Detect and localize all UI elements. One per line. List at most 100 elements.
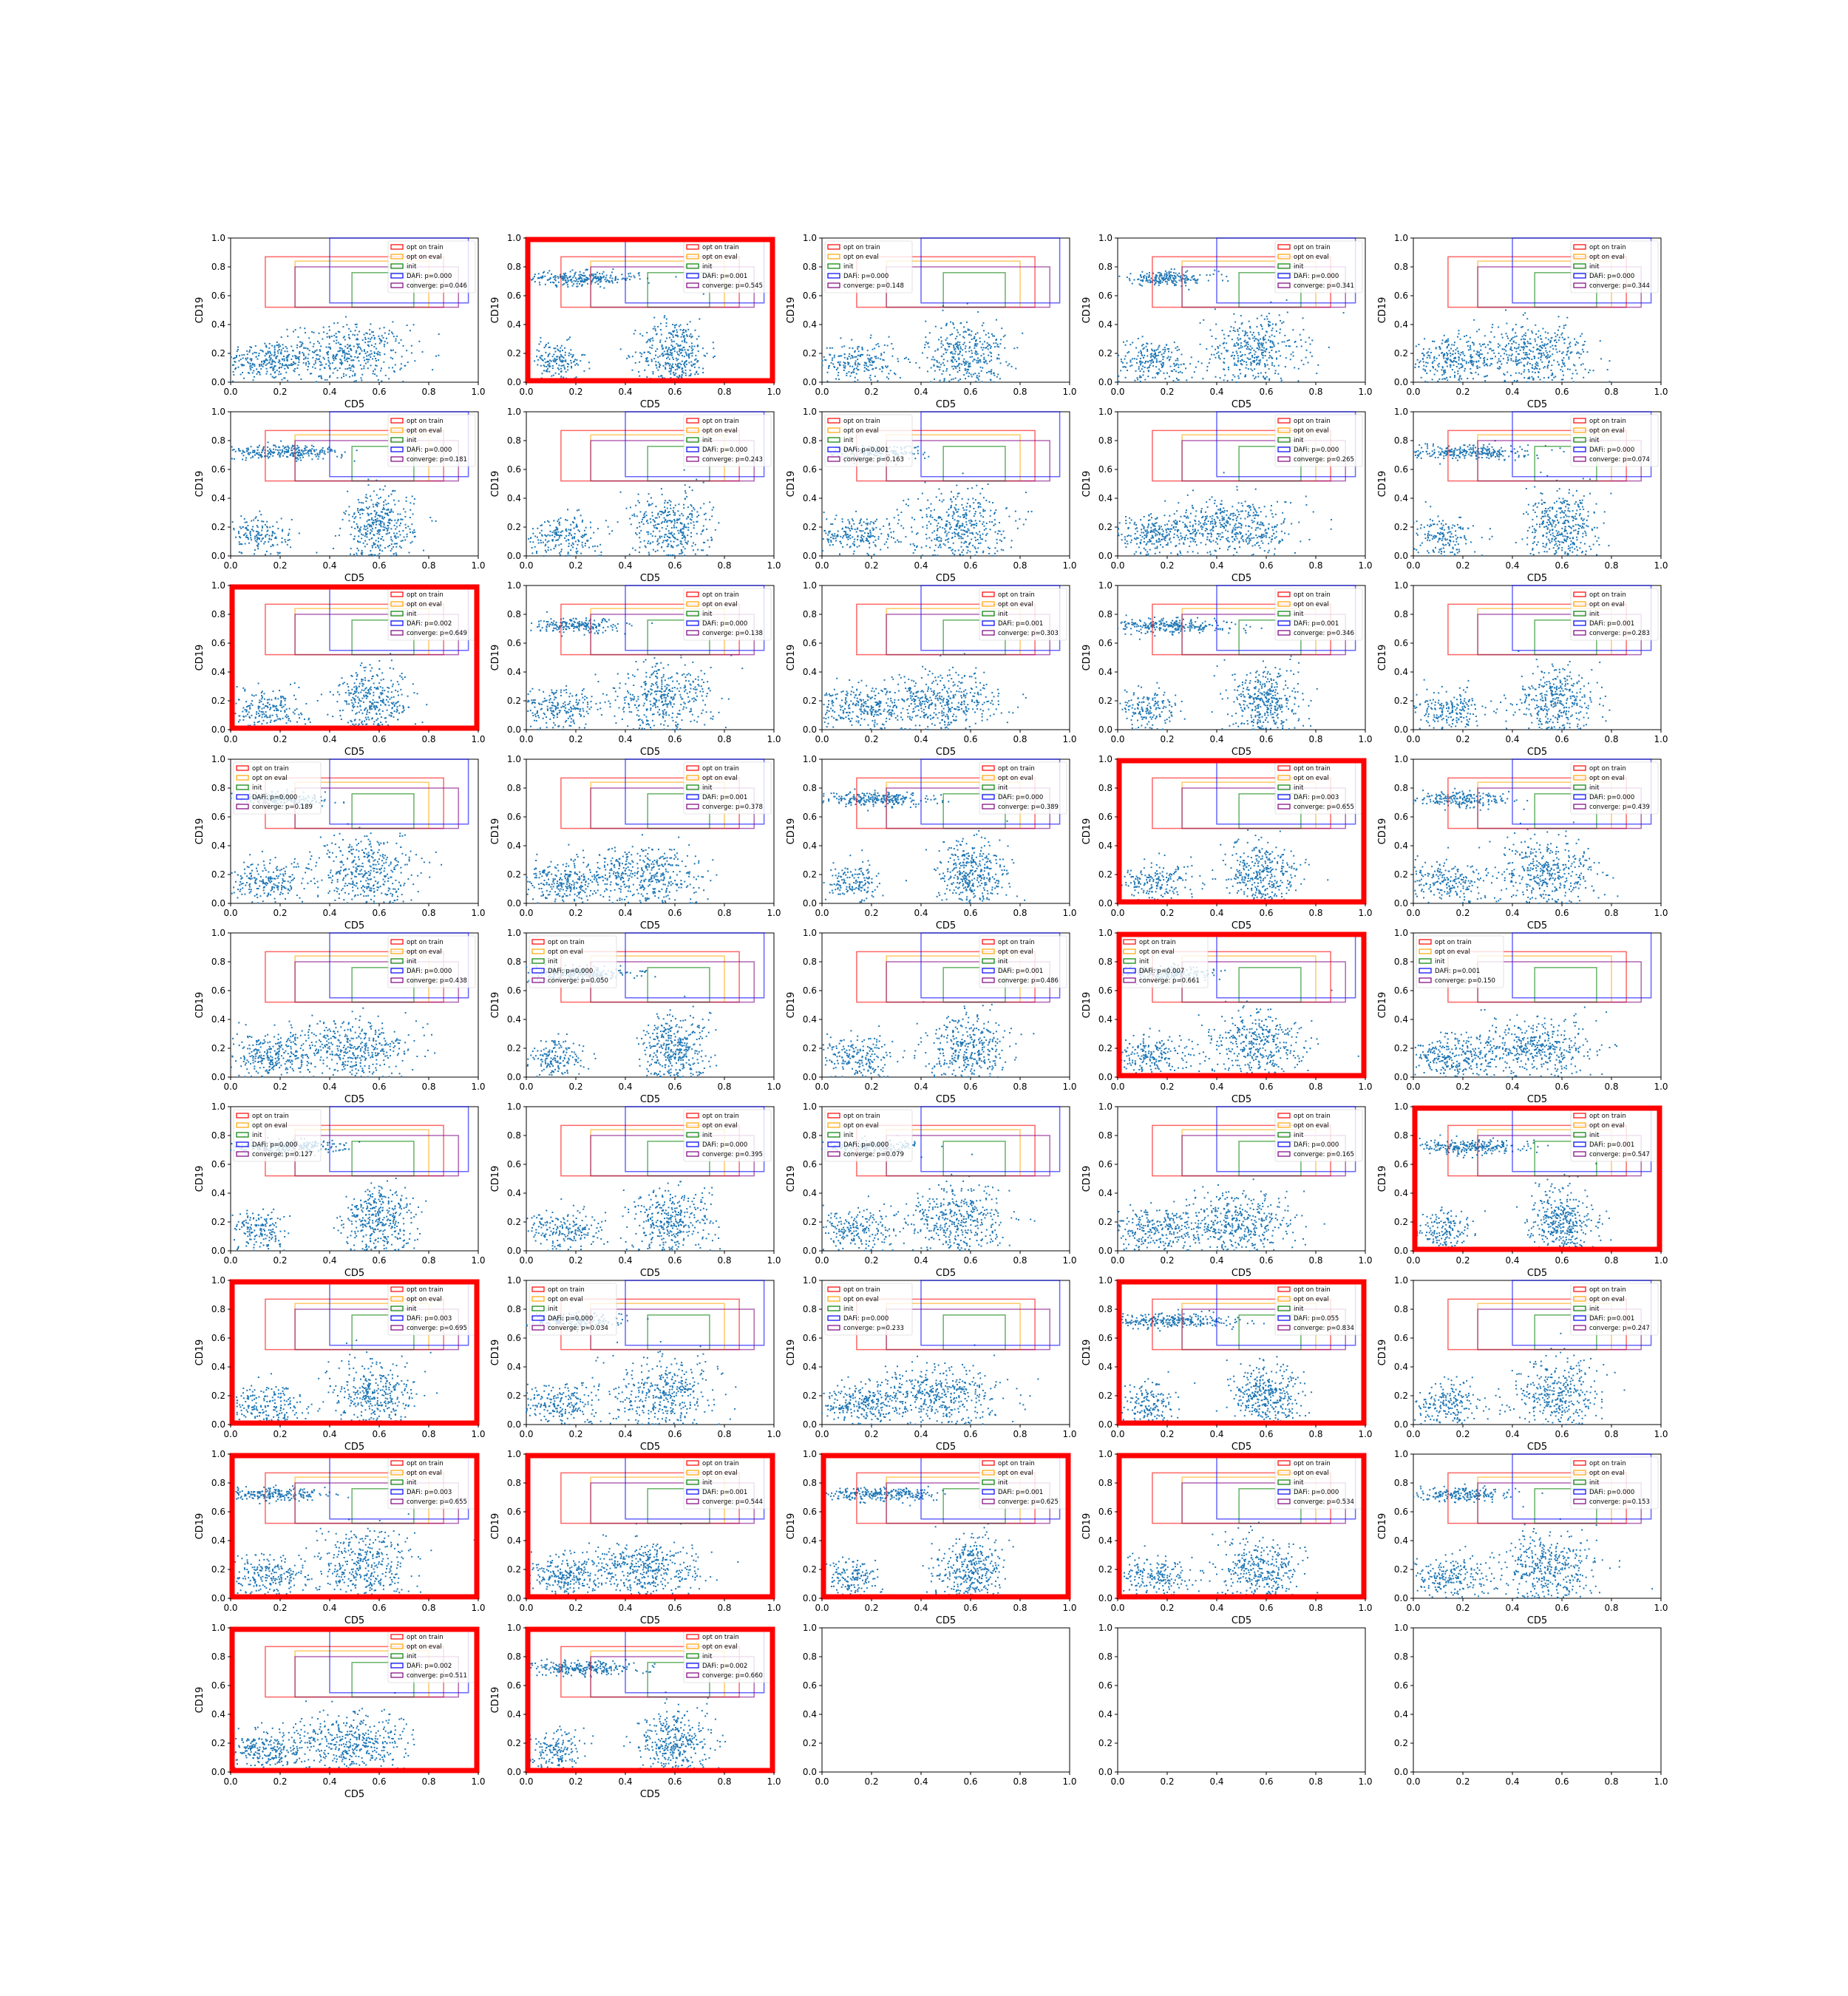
scatter-point <box>560 361 563 363</box>
scatter-point <box>1486 363 1488 365</box>
x-tick-label: 0.4 <box>322 387 336 397</box>
scatter-point <box>394 364 396 366</box>
scatter-point <box>265 358 268 360</box>
scatter-point <box>1191 276 1193 279</box>
scatter-point <box>360 533 362 535</box>
y-tick-label: 0.2 <box>1098 348 1112 359</box>
scatter-point <box>1561 370 1563 373</box>
scatter-point <box>305 447 307 449</box>
scatter-point <box>932 356 934 358</box>
scatter-point <box>985 347 987 349</box>
scatter-point <box>670 339 673 341</box>
scatter-point <box>359 528 361 530</box>
scatter-point <box>1268 379 1270 381</box>
scatter-point <box>581 544 583 546</box>
y-tick-label: 0.4 <box>1098 319 1112 330</box>
scatter-point <box>1247 368 1249 370</box>
scatter-point <box>1444 378 1447 380</box>
scatter-point <box>574 359 577 361</box>
scatter-point <box>290 453 292 455</box>
scatter-point <box>1562 361 1564 364</box>
scatter-point <box>939 369 941 371</box>
scatter-point <box>981 325 983 327</box>
scatter-point <box>378 529 380 531</box>
scatter-point <box>536 349 538 351</box>
scatter-point <box>336 355 338 357</box>
scatter-point <box>1521 336 1523 338</box>
scatter-point <box>888 336 890 338</box>
scatter-point <box>647 522 649 524</box>
scatter-point <box>1159 351 1161 353</box>
scatter-point <box>364 546 366 548</box>
scatter-point <box>305 331 307 333</box>
scatter-point <box>945 325 947 327</box>
scatter-point <box>1465 335 1467 337</box>
scatter-point <box>565 540 567 542</box>
x-tick-label: 0.6 <box>1259 387 1273 397</box>
scatter-point <box>565 272 567 274</box>
scatter-point <box>894 373 897 376</box>
legend-label: opt on eval <box>407 254 442 261</box>
scatter-point <box>284 447 286 449</box>
scatter-point <box>1260 324 1262 326</box>
scatter-point <box>400 522 402 524</box>
scatter-point <box>570 529 572 531</box>
scatter-point <box>1266 331 1268 333</box>
legend-swatch <box>390 447 404 452</box>
scatter-point <box>249 532 251 534</box>
scatter-point <box>375 512 377 515</box>
scatter-point <box>1174 283 1176 285</box>
scatter-point <box>315 449 317 451</box>
scatter-point <box>996 357 999 359</box>
scatter-point <box>1262 357 1264 359</box>
scatter-point <box>273 448 275 450</box>
scatter-point <box>1274 370 1277 372</box>
scatter-point <box>293 330 295 333</box>
scatter-point <box>1560 333 1563 336</box>
scatter-point <box>293 445 295 447</box>
scatter-point <box>1155 366 1158 368</box>
scatter-point <box>567 554 569 557</box>
scatter-point <box>312 356 314 359</box>
scatter-point <box>302 361 305 364</box>
scatter-point <box>297 449 299 451</box>
scatter-point <box>839 355 841 357</box>
scatter-point <box>329 346 331 348</box>
scatter-point <box>1223 333 1225 336</box>
scatter-point <box>541 277 543 279</box>
scatter-point <box>663 517 665 519</box>
scatter-point <box>371 518 373 520</box>
scatter-point <box>387 525 390 527</box>
scatter-point <box>683 534 685 537</box>
scatter-point <box>1183 282 1186 284</box>
scatter-point <box>548 278 551 280</box>
scatter-point <box>602 271 605 273</box>
scatter-point <box>654 524 656 526</box>
scatter-point <box>240 359 242 361</box>
scatter-point <box>575 548 577 550</box>
scatter-point <box>1487 344 1489 346</box>
scatter-point <box>1256 317 1258 319</box>
scatter-point <box>673 526 676 529</box>
scatter-point <box>305 449 307 452</box>
scatter-point <box>279 362 281 364</box>
scatter-point <box>616 521 619 523</box>
scatter-point <box>553 347 555 350</box>
scatter-point <box>370 550 372 552</box>
scatter-point <box>271 361 274 363</box>
scatter-point <box>1580 364 1583 366</box>
scatter-point <box>580 280 582 282</box>
scatter-point <box>1548 360 1550 362</box>
scatter-point <box>677 510 679 512</box>
scatter-point <box>1509 374 1512 376</box>
scatter-point <box>1532 350 1534 353</box>
scatter-point <box>1149 353 1152 356</box>
scatter-point <box>1523 334 1525 336</box>
scatter-point <box>582 281 585 283</box>
scatter-point <box>1185 367 1187 370</box>
scatter-point <box>709 501 711 503</box>
scatter-point <box>1487 352 1489 354</box>
scatter-point <box>690 503 692 506</box>
scatter-point <box>373 338 376 340</box>
scatter-point <box>625 507 628 509</box>
